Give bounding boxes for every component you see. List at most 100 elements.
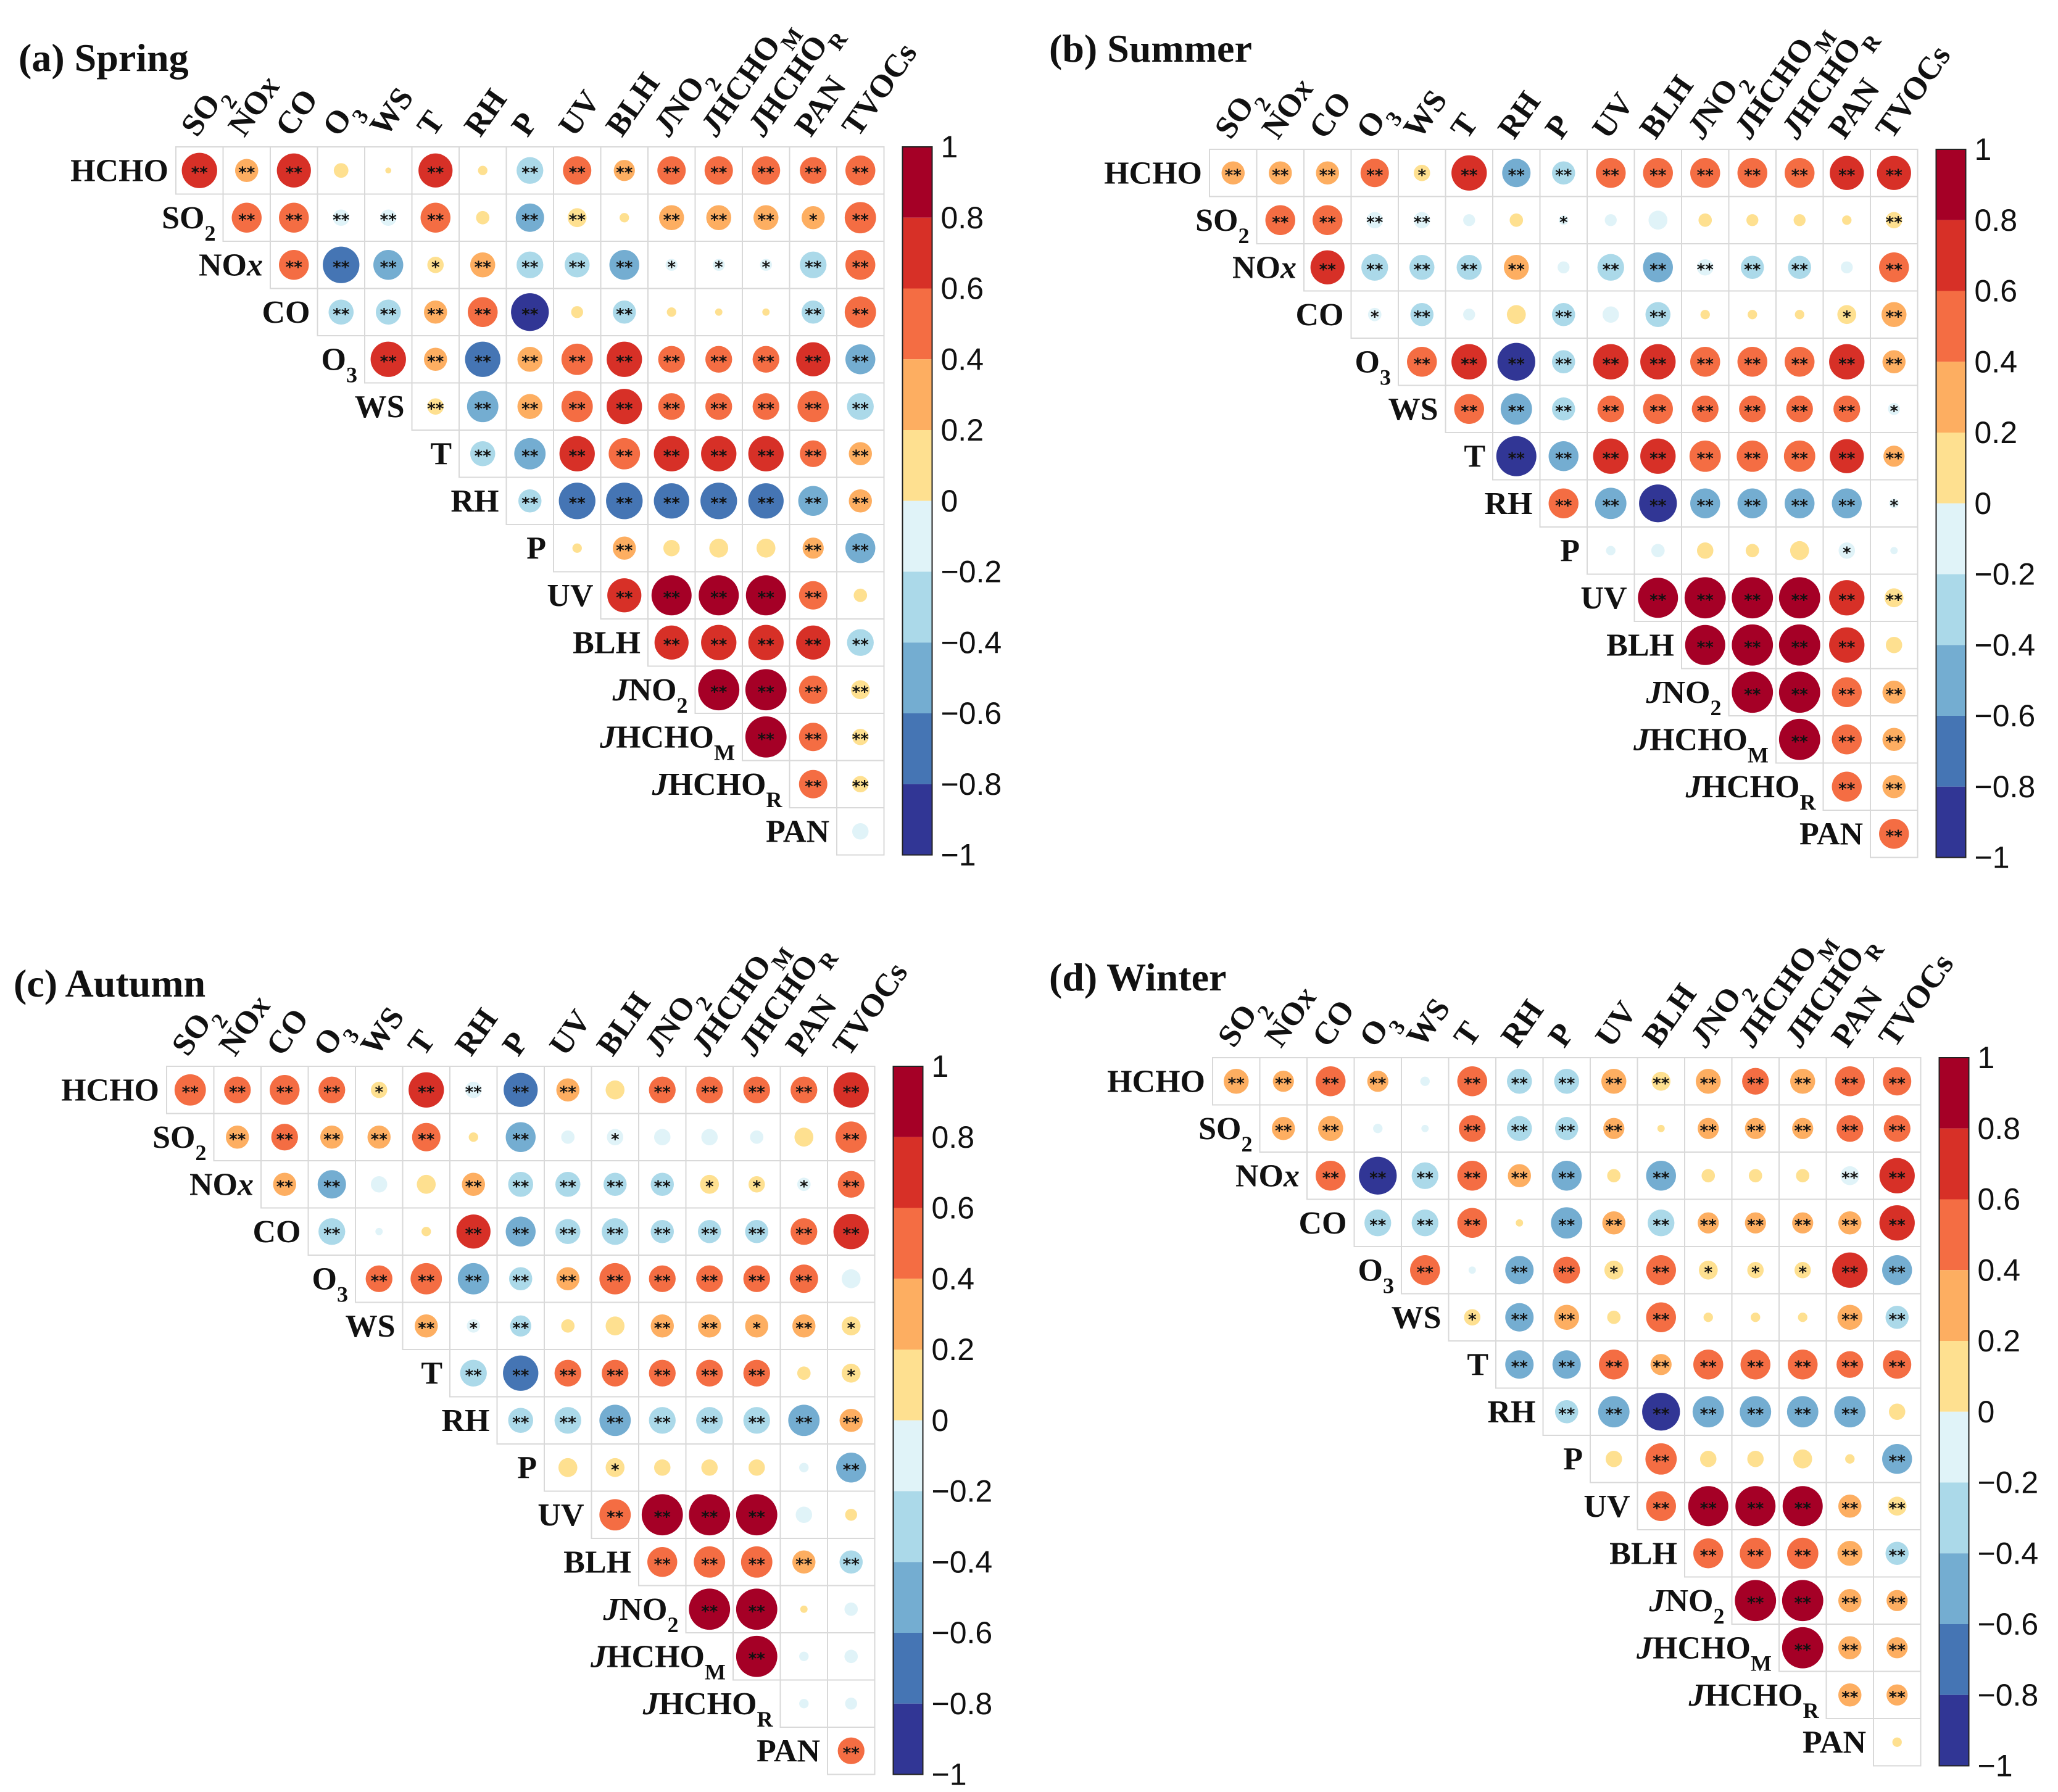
significance-mark: ** — [1606, 1216, 1623, 1235]
significance-mark: ** — [805, 258, 822, 276]
significance-mark: ** — [1461, 402, 1478, 421]
correlation-circle — [1559, 215, 1569, 225]
col-label-rh: RH — [448, 1002, 504, 1062]
correlation-circle — [1316, 161, 1340, 185]
significance-mark: ** — [843, 1177, 860, 1196]
correlation-circle — [505, 1122, 536, 1152]
correlation-circle — [1496, 436, 1537, 476]
significance-mark: ** — [1841, 1500, 1859, 1518]
significance-mark: ** — [1697, 497, 1714, 515]
correlation-circle — [1742, 1068, 1769, 1095]
correlation-circle — [476, 210, 490, 225]
col-label-ws: WS — [1400, 992, 1457, 1053]
correlation-circle — [1892, 1737, 1902, 1747]
significance-mark: ** — [1558, 1263, 1575, 1282]
row-label-rh: RH — [451, 484, 499, 519]
significance-mark: ** — [1700, 1405, 1717, 1424]
correlation-circle — [1554, 1305, 1580, 1330]
significance-mark: ** — [1889, 1311, 1906, 1329]
significance-mark: * — [1751, 1263, 1760, 1282]
correlation-circle — [795, 1506, 813, 1524]
correlation-circle — [753, 205, 779, 231]
significance-mark: * — [1890, 497, 1898, 515]
correlation-circle — [231, 202, 262, 233]
correlation-circle — [706, 205, 732, 231]
correlation-circle — [1696, 259, 1714, 276]
correlation-circle — [558, 483, 595, 520]
significance-mark: ** — [427, 305, 444, 324]
colorbar-tick-label: −0.4 — [1978, 1536, 2039, 1570]
significance-mark: ** — [475, 400, 492, 418]
significance-mark: ** — [1555, 355, 1572, 373]
significance-mark: ** — [710, 589, 728, 607]
colorbar-segment — [902, 359, 932, 430]
correlation-circle — [736, 1635, 778, 1677]
colorbar-segment — [902, 500, 932, 572]
correlation-circle — [790, 1218, 818, 1245]
correlation-circle — [612, 300, 636, 324]
correlation-circle — [1410, 1255, 1440, 1285]
significance-mark: ** — [616, 494, 633, 513]
significance-mark: ** — [569, 400, 586, 418]
correlation-circle — [789, 1264, 818, 1293]
significance-mark: ** — [654, 1083, 671, 1101]
correlation-circle — [503, 1355, 539, 1391]
significance-mark: ** — [1369, 1216, 1387, 1235]
significance-mark: ** — [1838, 402, 1856, 421]
significance-mark: ** — [1886, 732, 1903, 751]
significance-mark: ** — [1886, 308, 1903, 326]
colorbar-tick-label: 0.6 — [941, 272, 984, 306]
significance-mark: * — [1704, 1263, 1712, 1282]
correlation-circle — [799, 1699, 809, 1709]
correlation-circle — [1551, 397, 1575, 421]
significance-mark: * — [1843, 308, 1851, 326]
significance-mark: ** — [852, 683, 869, 702]
correlation-circle — [736, 1588, 778, 1630]
correlation-circle — [1888, 403, 1900, 415]
row-label-uv: UV — [1583, 1489, 1630, 1524]
colorbar-segment — [893, 1633, 923, 1704]
row-label-hcho: HCHO — [61, 1072, 159, 1108]
significance-mark: ** — [1653, 1405, 1670, 1424]
correlation-circle — [318, 1218, 346, 1245]
row-label-jhcho-m: JHCHOM — [599, 720, 735, 765]
significance-mark: ** — [1275, 1122, 1292, 1140]
significance-mark: ** — [654, 1272, 671, 1290]
significance-mark: ** — [380, 352, 397, 371]
colorbar-segment — [902, 571, 932, 643]
significance-mark: * — [1798, 1263, 1807, 1282]
correlation-circle — [320, 1125, 344, 1149]
correlation-circle — [745, 1314, 769, 1338]
correlation-circle — [748, 624, 784, 660]
significance-mark: ** — [1697, 402, 1714, 421]
correlation-circle — [1793, 214, 1806, 226]
significance-mark: ** — [1653, 1169, 1670, 1187]
correlation-circle — [836, 1453, 866, 1483]
correlation-circle — [607, 578, 642, 613]
colorbar-tick-label: 0.8 — [1975, 203, 2018, 238]
colorbar-segment — [902, 217, 932, 289]
row-label-o3: O3 — [1355, 344, 1391, 389]
correlation-circle — [1885, 1305, 1909, 1329]
correlation-circle — [410, 1263, 442, 1295]
correlation-circle — [375, 299, 401, 325]
correlation-circle — [653, 1129, 671, 1146]
colorbar-segment — [1939, 1128, 1969, 1200]
row-label-jhcho-m: JHCHOM — [590, 1639, 726, 1684]
significance-mark: ** — [1889, 1358, 1906, 1376]
row-label-hcho: HCHO — [1104, 156, 1202, 191]
correlation-circle — [1698, 213, 1712, 227]
significance-mark: * — [809, 211, 818, 230]
significance-mark: ** — [560, 1366, 577, 1385]
colorbar-tick-label: 1 — [1978, 1040, 1995, 1075]
correlation-circle — [792, 1550, 816, 1574]
significance-mark: ** — [465, 1272, 483, 1290]
significance-mark: ** — [333, 258, 350, 276]
correlation-circle — [511, 293, 549, 331]
correlation-circle — [1883, 1115, 1911, 1142]
significance-mark: ** — [1795, 1546, 1812, 1565]
correlation-circle — [1640, 438, 1676, 474]
colorbar-tick-label: −0.2 — [932, 1474, 993, 1509]
row-label-ws: WS — [1392, 1300, 1442, 1335]
significance-mark: ** — [521, 400, 539, 418]
